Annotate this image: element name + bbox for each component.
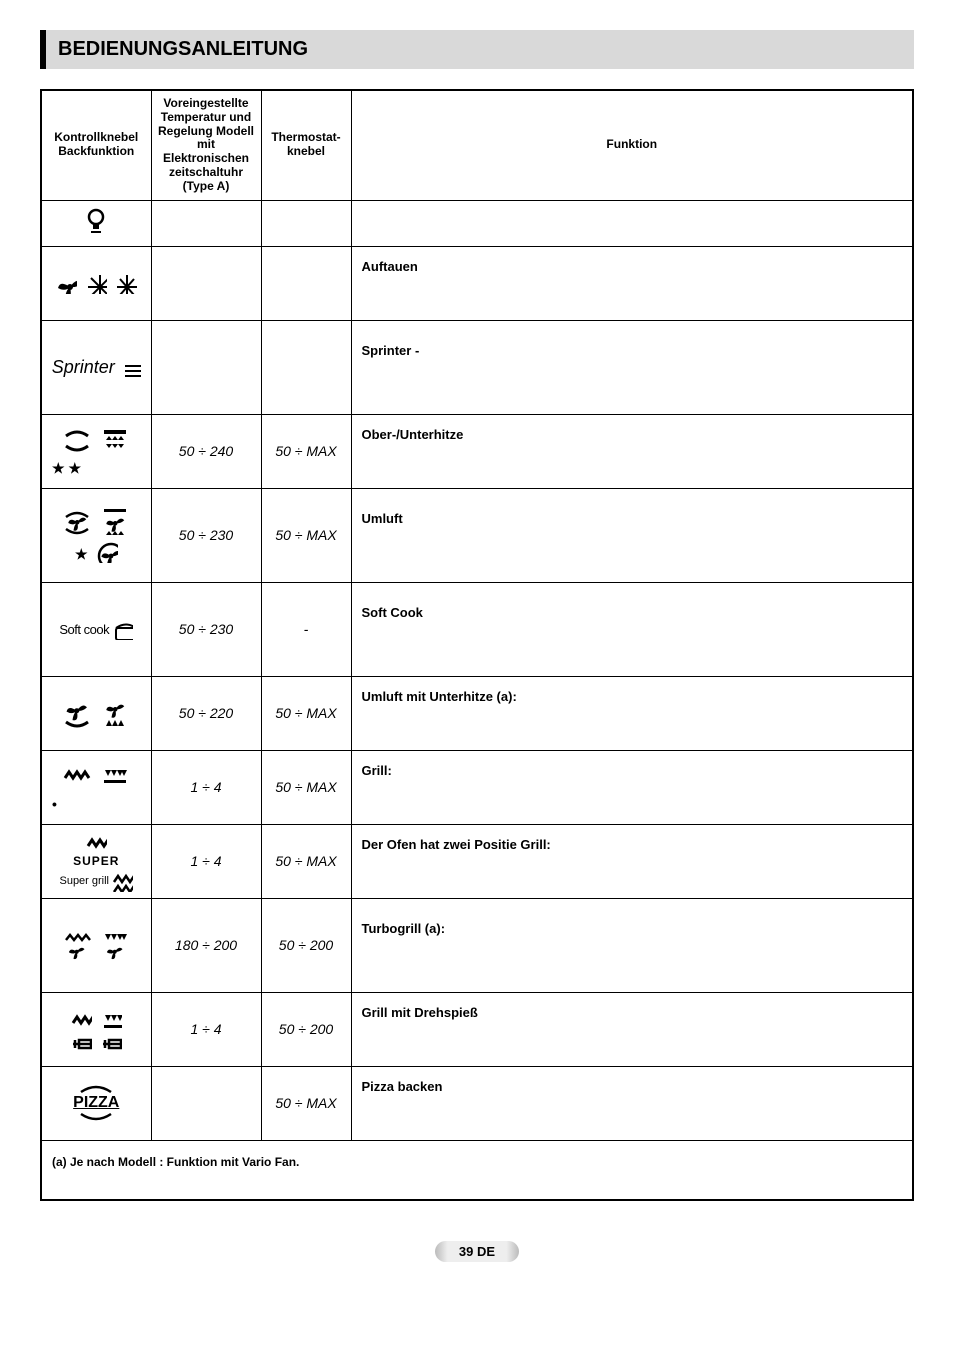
cell-therm-fan: 50 ÷ MAX xyxy=(261,488,351,582)
cell-preset-fan: 50 ÷ 230 xyxy=(151,488,261,582)
row-pizza: PIZZA 50 ÷ MAX Pizza backen xyxy=(41,1066,913,1140)
lamp-icon xyxy=(81,206,111,236)
softcook-oven-icon xyxy=(111,618,133,640)
cell-preset-pizza xyxy=(151,1066,261,1140)
functions-table: Kontrollknebel Backfunktion Voreingestel… xyxy=(40,89,914,1201)
cell-therm-softcook: - xyxy=(261,582,351,676)
cell-preset-grill: 1 ÷ 4 xyxy=(151,750,261,824)
col-header-function: Funktion xyxy=(351,90,913,200)
cell-therm-grill: 50 ÷ MAX xyxy=(261,750,351,824)
fan-bottom-arc-icon xyxy=(62,698,92,728)
cell-func-sprinter: Sprinter - xyxy=(351,320,913,414)
footnote-text: (a) Je nach Modell : Funktion mit Vario … xyxy=(41,1140,913,1200)
pizza-label: PIZZA xyxy=(73,1094,119,1112)
page-heading: BEDIENUNGSANLEITUNG xyxy=(40,30,914,69)
sprinter-lines-icon xyxy=(119,356,141,378)
triangles-fan-icon xyxy=(100,930,130,960)
cell-preset-defrost xyxy=(151,246,261,320)
cell-preset-rotisserie: 1 ÷ 4 xyxy=(151,992,261,1066)
cell-preset-supergrill: 1 ÷ 4 xyxy=(151,824,261,898)
cell-preset-conventional: 50 ÷ 240 xyxy=(151,414,261,488)
grill-zigzag-icon xyxy=(62,762,92,792)
cell-preset-lamp xyxy=(151,200,261,246)
cell-func-lamp xyxy=(351,200,913,246)
row-footnote: (a) Je nach Modell : Funktion mit Vario … xyxy=(41,1140,913,1200)
row-softcook: Soft cook 50 ÷ 230 - Soft Cook xyxy=(41,582,913,676)
row-defrost: Auftauen xyxy=(41,246,913,320)
page-number-pill: 39 DE xyxy=(435,1241,519,1262)
cell-func-pizza: Pizza backen xyxy=(351,1066,913,1140)
row-rotisserie: 1 ÷ 4 50 ÷ 200 Grill mit Drehspieß xyxy=(41,992,913,1066)
cell-therm-pizza: 50 ÷ MAX xyxy=(261,1066,351,1140)
sprinter-label: Sprinter xyxy=(52,356,141,378)
row-grill: • 1 ÷ 4 50 ÷ MAX Grill: xyxy=(41,750,913,824)
supergrill-double-icon xyxy=(111,870,133,892)
cell-func-fan: Umluft xyxy=(351,488,913,582)
pizza-top-arc-icon xyxy=(76,1082,116,1094)
snowflake-icon xyxy=(85,272,107,294)
supergrill-zigzag-icon xyxy=(85,830,107,852)
cell-therm-sprinter xyxy=(261,320,351,414)
pizza-bottom-arc-icon xyxy=(76,1112,116,1124)
supergrill-subtext: Super grill xyxy=(59,875,109,887)
cell-therm-lamp xyxy=(261,200,351,246)
rotisserie-grill-tri-icon xyxy=(100,1007,122,1029)
cell-therm-turbogrill: 50 ÷ 200 xyxy=(261,898,351,992)
supergrill-sublabel: Super grill xyxy=(59,870,133,892)
row-fan: ★ 50 ÷ 230 50 ÷ MAX Umluft xyxy=(41,488,913,582)
super-word: SUPER xyxy=(73,854,119,868)
page-footer: 39 DE xyxy=(40,1241,914,1262)
row-conventional: ★ ★ 50 ÷ 240 50 ÷ MAX Ober-/Unterhitze xyxy=(41,414,913,488)
col-header-knob: Kontrollknebel Backfunktion xyxy=(41,90,151,200)
stars-two: ★ ★ xyxy=(46,460,147,477)
cell-therm-fanbottom: 50 ÷ MAX xyxy=(261,676,351,750)
cell-func-supergrill: Der Ofen hat zwei Positie Grill: xyxy=(351,824,913,898)
fan-icon xyxy=(55,272,77,294)
cell-therm-supergrill: 50 ÷ MAX xyxy=(261,824,351,898)
cell-func-softcook: Soft Cook xyxy=(351,582,913,676)
fan-dish-icon xyxy=(62,507,92,537)
cell-therm-conventional: 50 ÷ MAX xyxy=(261,414,351,488)
cell-therm-rotisserie: 50 ÷ 200 xyxy=(261,992,351,1066)
top-bottom-heat-icon xyxy=(62,426,92,456)
cell-func-rotisserie: Grill mit Drehspieß xyxy=(351,992,913,1066)
col-header-thermostat: Thermostat-knebel xyxy=(261,90,351,200)
grill-fan-icon xyxy=(62,930,92,960)
col-header-preset: Voreingestellte Temperatur und Regelung … xyxy=(151,90,261,200)
top-bottom-triangles-icon xyxy=(100,426,130,456)
row-turbogrill: 180 ÷ 200 50 ÷ 200 Turbogrill (a): xyxy=(41,898,913,992)
fan-triangles-icon xyxy=(100,507,130,537)
rotisserie-spit2-icon xyxy=(100,1029,122,1051)
cell-func-conventional: Ober-/Unterhitze xyxy=(351,414,913,488)
softcook-label: Soft cook xyxy=(59,618,133,640)
cell-func-fanbottom: Umluft mit Unterhitze (a): xyxy=(351,676,913,750)
cell-therm-defrost xyxy=(261,246,351,320)
rotisserie-grill-icon xyxy=(70,1007,92,1029)
cell-preset-softcook: 50 ÷ 230 xyxy=(151,582,261,676)
row-lamp xyxy=(41,200,913,246)
cell-preset-turbogrill: 180 ÷ 200 xyxy=(151,898,261,992)
rotisserie-spit-icon xyxy=(70,1029,92,1051)
cell-func-grill: Grill: xyxy=(351,750,913,824)
cell-func-turbogrill: Turbogrill (a): xyxy=(351,898,913,992)
row-fanbottom: 50 ÷ 220 50 ÷ MAX Umluft mit Unterhitze … xyxy=(41,676,913,750)
fan-triangles-up-icon xyxy=(100,698,130,728)
snowflake-drop-icon xyxy=(115,272,137,294)
cell-preset-fanbottom: 50 ÷ 220 xyxy=(151,676,261,750)
cell-preset-sprinter xyxy=(151,320,261,414)
cell-func-defrost: Auftauen xyxy=(351,246,913,320)
star-one: ★ xyxy=(75,546,88,563)
sprinter-text: Sprinter xyxy=(52,357,115,378)
row-sprinter: Sprinter Sprinter - xyxy=(41,320,913,414)
grill-triangles-icon xyxy=(100,762,130,792)
softcook-text: Soft cook xyxy=(59,622,109,637)
fan-circled-icon xyxy=(96,541,118,563)
row-supergrill: SUPER Super grill 1 ÷ 4 50 ÷ MAX Der Ofe… xyxy=(41,824,913,898)
